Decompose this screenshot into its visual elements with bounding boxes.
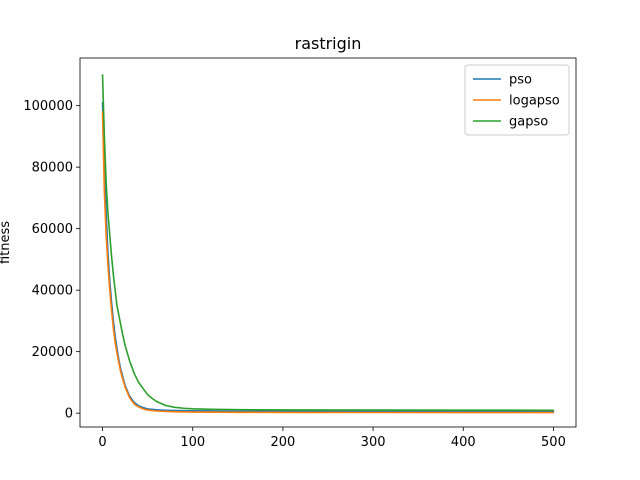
x-tick-label: 300 xyxy=(361,435,386,450)
y-tick-label: 20000 xyxy=(32,345,73,360)
x-tick-label: 400 xyxy=(451,435,476,450)
x-tick-label: 200 xyxy=(270,435,295,450)
legend-label-pso: pso xyxy=(509,73,532,88)
series-line-gapso xyxy=(101,74,555,412)
series-group xyxy=(101,74,555,414)
x-tick-label: 100 xyxy=(180,435,205,450)
legend-box xyxy=(464,64,570,136)
y-tick-label: 80000 xyxy=(32,161,73,176)
legend-label-gapso: gapso xyxy=(509,115,548,130)
y-tick-label: 40000 xyxy=(32,284,73,299)
series-line-logapso xyxy=(101,111,555,414)
x-tick-label: 500 xyxy=(541,435,566,450)
y-tick-label: 0 xyxy=(65,407,73,422)
y-axis-label: fitness xyxy=(0,221,13,264)
chart-title: rastrigin xyxy=(295,34,362,53)
plot-area: 0 100 200 300 400 500 0 20000 40000 60000 80000 100… xyxy=(23,57,577,450)
legend: pso logapso gapso xyxy=(464,64,570,136)
legend-label-logapso: logapso xyxy=(509,94,560,109)
y-tick-label: 60000 xyxy=(32,222,73,237)
axes-frame xyxy=(79,57,577,428)
x-tick-label: 0 xyxy=(98,435,106,450)
y-tick-label: 100000 xyxy=(23,99,73,114)
